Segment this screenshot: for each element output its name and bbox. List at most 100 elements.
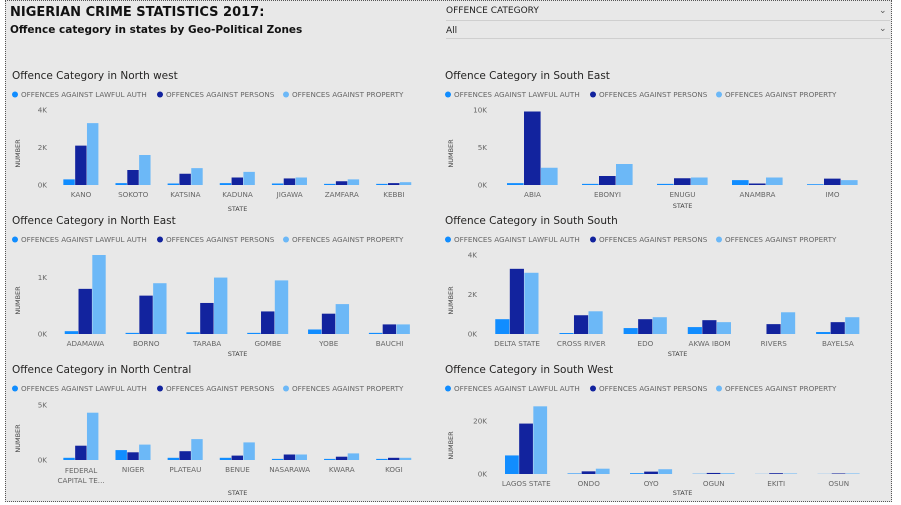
bar-south-south-3-1 [702,320,717,334]
bar-south-east-4-1 [824,178,841,185]
bar-north-east-1-1 [139,295,153,334]
legend-marker-south-east-2 [716,91,722,98]
chart-title-south-south: Offence Category in South South [445,215,618,227]
x-tick-label-south-south-5: BAYELSA [822,339,854,348]
y-tick-label-south-east-0: 0K [478,181,488,190]
bar-north-central-5-0 [324,458,336,460]
bar-south-south-1-1 [573,315,589,334]
bar-south-west-2-1 [644,471,658,474]
x-tick-label-north-central-3: BENUE [225,465,250,474]
report-canvas [5,0,892,502]
bar-north-central-2-0 [167,457,180,460]
bar-north-east-0-2 [92,255,106,334]
x-tick-label-line2-north-central-0: CAPITAL TE... [57,476,104,485]
bar-south-east-2-2 [691,177,708,185]
bar-south-west-1-1 [581,471,596,474]
bar-north-central-4-0 [271,458,284,460]
bar-north-west-5-0 [324,183,336,185]
bar-north-central-6-1 [388,457,400,460]
bar-north-central-6-2 [399,457,412,460]
bar-south-east-2-0 [657,183,674,185]
legend-marker-north-east-2 [283,236,289,243]
bar-north-central-5-2 [347,453,360,460]
bar-south-west-2-2 [658,469,673,474]
bar-south-west-1-2 [595,468,610,474]
bar-north-central-0-1 [75,445,87,460]
x-axis-title-north-east: STATE [228,350,248,358]
slicer-divider [446,20,890,21]
legend-label-south-east-2: OFFENCES AGAINST PROPERTY [725,90,837,99]
x-tick-label-north-central-5: KWARA [329,465,355,474]
bar-south-south-1-2 [588,311,603,334]
legend-marker-south-west-2 [716,385,722,392]
bar-south-west-5-1 [831,473,846,474]
bar-south-west-5-2 [845,473,860,474]
y-tick-label-north-central-0: 0K [38,456,48,465]
legend-marker-south-west-1 [590,385,596,392]
x-tick-label-south-east-3: ANAMBRA [740,190,776,199]
legend-marker-south-west-0 [445,385,451,392]
legend-marker-north-central-1 [157,385,163,392]
bar-north-east-0-0 [64,331,79,334]
bar-south-west-0-0 [505,455,519,474]
legend-marker-south-south-1 [590,236,596,243]
x-tick-label-south-east-2: ENUGU [669,190,695,199]
y-axis-title-south-east: NUMBER [447,139,455,168]
legend-label-north-east-2: OFFENCES AGAINST PROPERTY [292,235,404,244]
chart-title-north-east: Offence Category in North East [12,215,176,227]
bar-south-south-3-2 [716,322,731,334]
bar-north-west-6-2 [399,182,412,185]
slicer-selected-value[interactable]: All [446,26,458,36]
legend-marker-south-south-0 [445,236,451,243]
legend-label-south-west-2: OFFENCES AGAINST PROPERTY [725,384,837,393]
bar-south-south-5-0 [816,332,831,334]
slicer-label: OFFENCE CATEGORY [446,6,539,16]
legend-label-north-west-1: OFFENCES AGAINST PERSONS [166,90,275,99]
bar-north-central-1-0 [115,450,127,460]
bar-north-central-3-2 [243,442,255,460]
legend-marker-north-central-2 [283,385,289,392]
bar-south-east-1-1 [599,176,616,185]
bar-north-east-2-1 [200,302,214,334]
y-axis-title-south-south: NUMBER [447,286,455,315]
bar-north-east-4-0 [308,329,322,334]
bar-south-east-1-2 [616,164,633,185]
legend-label-south-south-0: OFFENCES AGAINST LAWFUL AUTH [454,235,580,244]
x-tick-label-north-central-0: FEDERAL [65,466,97,475]
x-tick-label-south-west-5: OSUN [828,479,849,488]
bar-south-south-1-0 [559,333,574,334]
y-tick-label-south-south-2: 4K [468,251,478,260]
bar-south-east-0-2 [541,167,558,185]
x-tick-label-north-central-4: NASARAWA [269,465,310,474]
x-axis-title-south-west: STATE [673,489,693,497]
y-axis-title-north-central: NUMBER [14,424,22,453]
y-tick-label-north-east-1: 1K [38,273,48,282]
legend-marker-north-east-1 [157,236,163,243]
legend-label-south-east-1: OFFENCES AGAINST PERSONS [599,90,708,99]
dropdown-chevron-icon[interactable]: ⌄ [879,24,887,34]
bar-south-east-4-2 [841,180,858,185]
x-tick-label-south-west-1: ONDO [578,479,601,488]
bar-north-east-3-1 [261,311,275,334]
x-tick-label-north-east-0: ADAMAWA [67,339,105,348]
x-tick-label-north-east-1: BORNO [133,339,160,348]
bar-south-south-4-2 [781,312,796,334]
x-tick-label-south-south-0: DELTA STATE [494,339,540,348]
bar-north-east-1-0 [125,332,139,334]
bar-north-west-4-2 [295,177,307,185]
x-axis-title-south-east: STATE [673,202,693,210]
chart-title-south-west: Offence Category in South West [445,364,613,376]
y-axis-title-north-west: NUMBER [14,139,22,168]
chevron-down-icon[interactable]: ⌄ [879,6,887,16]
bar-north-west-6-1 [388,183,400,185]
y-tick-label-south-west-1: 20K [473,416,487,425]
slicer-dropdown-underline [446,38,890,39]
bar-north-west-5-2 [347,179,360,185]
bar-north-east-4-1 [321,313,336,334]
bar-south-west-3-1 [706,472,721,474]
legend-marker-south-east-0 [445,91,451,98]
chart-title-south-east: Offence Category in South East [445,70,610,82]
bar-north-central-6-0 [376,458,388,460]
bar-north-west-4-0 [271,183,284,185]
